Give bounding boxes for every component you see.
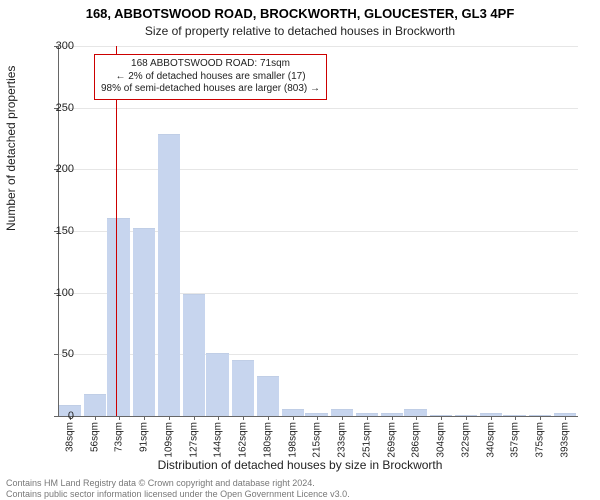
xtick-mark bbox=[95, 416, 96, 420]
attribution-line: Contains HM Land Registry data © Crown c… bbox=[6, 478, 594, 489]
reference-line bbox=[116, 46, 117, 416]
xtick-mark bbox=[293, 416, 294, 420]
xtick-mark bbox=[466, 416, 467, 420]
attribution: Contains HM Land Registry data © Crown c… bbox=[6, 478, 594, 500]
xtick-label: 109sqm bbox=[163, 422, 174, 458]
ytick-label: 250 bbox=[38, 102, 74, 114]
xtick-label: 251sqm bbox=[361, 422, 372, 458]
histogram-bar bbox=[282, 409, 304, 416]
ytick-label: 0 bbox=[38, 410, 74, 422]
xtick-label: 127sqm bbox=[188, 422, 199, 458]
histogram-bar bbox=[331, 409, 353, 416]
histogram-bar bbox=[206, 353, 228, 416]
histogram-bar bbox=[232, 360, 254, 417]
xtick-label: 375sqm bbox=[534, 422, 545, 458]
xtick-label: 73sqm bbox=[113, 422, 124, 452]
xtick-label: 269sqm bbox=[386, 422, 397, 458]
xtick-label: 180sqm bbox=[262, 422, 273, 458]
ytick-label: 150 bbox=[38, 225, 74, 237]
xtick-label: 393sqm bbox=[559, 422, 570, 458]
grid-line bbox=[58, 46, 578, 47]
histogram-bar bbox=[183, 294, 205, 416]
histogram-bar bbox=[133, 228, 155, 416]
xtick-mark bbox=[565, 416, 566, 420]
xtick-label: 215sqm bbox=[311, 422, 322, 458]
xtick-label: 162sqm bbox=[237, 422, 248, 458]
xtick-mark bbox=[441, 416, 442, 420]
xtick-label: 322sqm bbox=[460, 422, 471, 458]
annotation-line: ← 2% of detached houses are smaller (17) bbox=[101, 71, 320, 84]
xtick-mark bbox=[342, 416, 343, 420]
xtick-mark bbox=[119, 416, 120, 420]
histogram-bar bbox=[107, 218, 129, 416]
xtick-label: 198sqm bbox=[287, 422, 298, 458]
xtick-mark bbox=[144, 416, 145, 420]
chart-frame: 168, ABBOTSWOOD ROAD, BROCKWORTH, GLOUCE… bbox=[0, 0, 600, 500]
ytick-label: 100 bbox=[38, 287, 74, 299]
xtick-label: 233sqm bbox=[336, 422, 347, 458]
histogram-bar bbox=[158, 134, 180, 416]
xtick-mark bbox=[392, 416, 393, 420]
x-axis-label: Distribution of detached houses by size … bbox=[0, 458, 600, 472]
xtick-mark bbox=[317, 416, 318, 420]
xtick-mark bbox=[218, 416, 219, 420]
xtick-label: 56sqm bbox=[89, 422, 100, 452]
xtick-label: 340sqm bbox=[485, 422, 496, 458]
xtick-mark bbox=[367, 416, 368, 420]
ytick-label: 50 bbox=[38, 348, 74, 360]
grid-line bbox=[58, 169, 578, 170]
chart-subtitle: Size of property relative to detached ho… bbox=[0, 24, 600, 38]
xtick-label: 144sqm bbox=[212, 422, 223, 458]
xtick-mark bbox=[540, 416, 541, 420]
y-axis-label: Number of detached properties bbox=[4, 66, 18, 231]
xtick-mark bbox=[194, 416, 195, 420]
xtick-mark bbox=[243, 416, 244, 420]
xtick-label: 286sqm bbox=[410, 422, 421, 458]
xtick-label: 38sqm bbox=[64, 422, 75, 452]
annotation-box: 168 ABBOTSWOOD ROAD: 71sqm← 2% of detach… bbox=[94, 54, 327, 100]
annotation-line: 168 ABBOTSWOOD ROAD: 71sqm bbox=[101, 58, 320, 71]
xtick-label: 91sqm bbox=[138, 422, 149, 452]
attribution-line: Contains public sector information licen… bbox=[6, 489, 594, 500]
ytick-label: 200 bbox=[38, 163, 74, 175]
histogram-bar bbox=[84, 394, 106, 416]
xtick-mark bbox=[491, 416, 492, 420]
x-axis-line bbox=[58, 416, 578, 417]
chart-title: 168, ABBOTSWOOD ROAD, BROCKWORTH, GLOUCE… bbox=[0, 6, 600, 21]
histogram-bar bbox=[404, 409, 426, 416]
xtick-mark bbox=[416, 416, 417, 420]
xtick-mark bbox=[515, 416, 516, 420]
annotation-line: 98% of semi-detached houses are larger (… bbox=[101, 83, 320, 96]
ytick-label: 300 bbox=[38, 40, 74, 52]
plot-area: 38sqm56sqm73sqm91sqm109sqm127sqm144sqm16… bbox=[58, 46, 578, 416]
xtick-label: 304sqm bbox=[435, 422, 446, 458]
xtick-mark bbox=[169, 416, 170, 420]
xtick-label: 357sqm bbox=[509, 422, 520, 458]
xtick-mark bbox=[268, 416, 269, 420]
histogram-bar bbox=[257, 376, 279, 416]
grid-line bbox=[58, 108, 578, 109]
